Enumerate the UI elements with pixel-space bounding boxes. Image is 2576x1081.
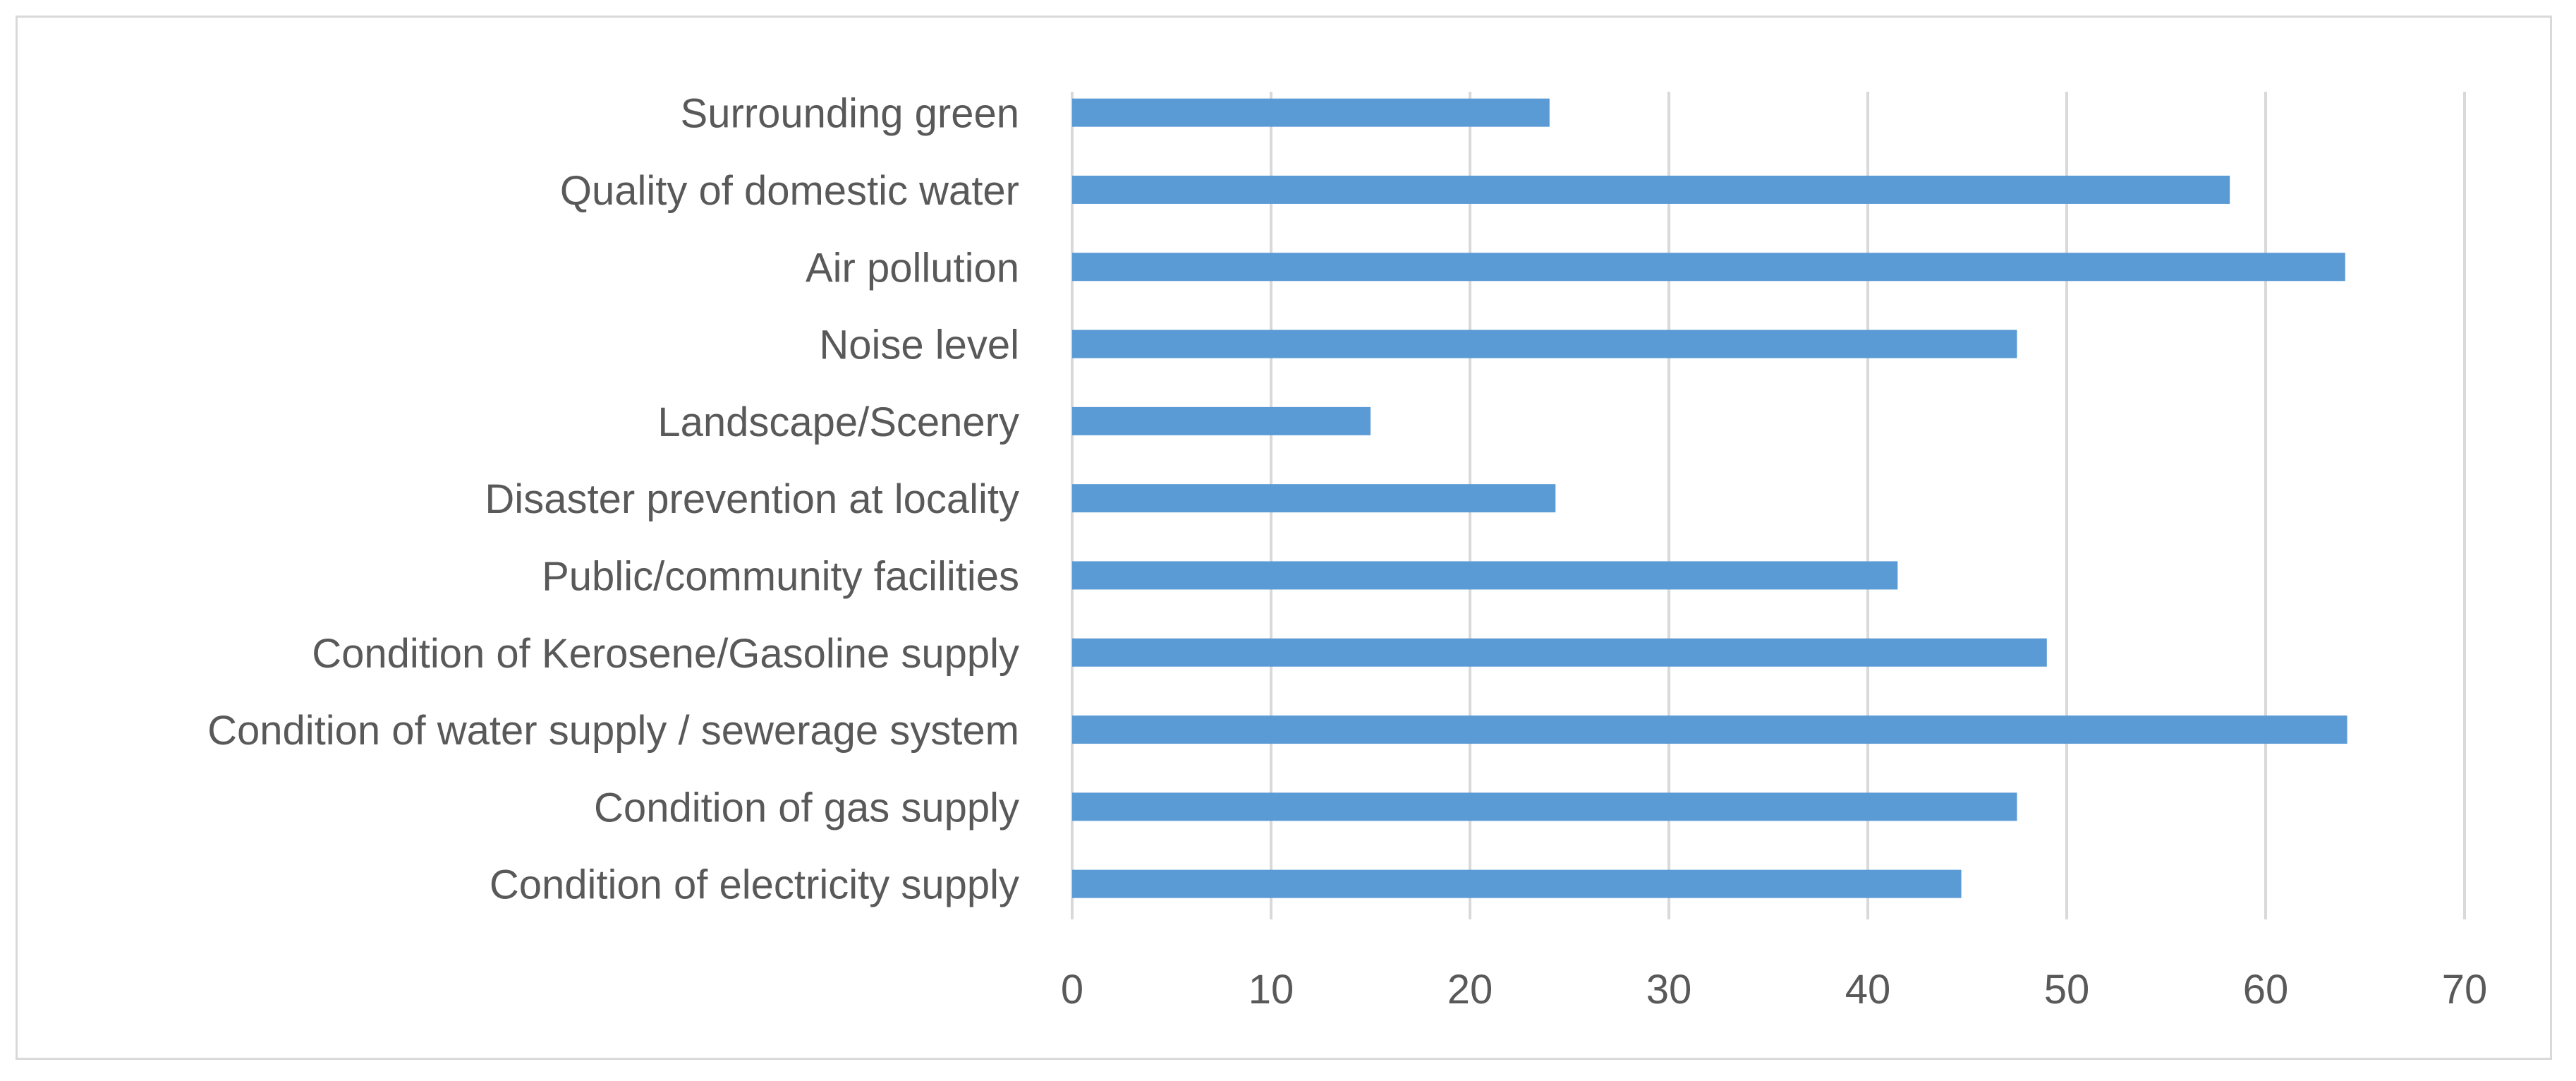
x-tick-label: 20	[1447, 967, 1493, 1013]
bar	[1072, 792, 2017, 821]
category-label: Public/community facilities	[542, 553, 1019, 599]
bar-layer	[1072, 98, 2347, 898]
category-labels: Surrounding green Quality of domestic wat…	[207, 91, 1019, 908]
x-axis-tick-labels: 0 10 20 30 40 50 60 70	[1061, 967, 2487, 1013]
bar	[1072, 330, 2017, 358]
x-tick-label: 40	[1845, 967, 1891, 1013]
bar	[1072, 406, 1371, 435]
category-label: Condition of electricity supply	[490, 862, 1019, 908]
bar	[1072, 715, 2347, 744]
x-tick-label: 0	[1061, 967, 1083, 1013]
bar	[1072, 253, 2345, 282]
bar	[1072, 561, 1898, 590]
category-label: Condition of Kerosene/Gasoline supply	[312, 631, 1019, 677]
x-tick-label: 70	[2442, 967, 2488, 1013]
category-label: Disaster prevention at locality	[485, 476, 1019, 522]
x-tick-label: 50	[2044, 967, 2090, 1013]
bar	[1072, 638, 2047, 667]
category-label: Landscape/Scenery	[657, 399, 1019, 445]
grid-layer	[1071, 92, 2466, 919]
category-label: Condition of water supply / sewerage sys…	[207, 708, 1019, 754]
x-tick-label: 10	[1248, 967, 1294, 1013]
bar	[1072, 484, 1556, 513]
bar	[1072, 98, 1550, 127]
category-label: Surrounding green	[681, 91, 1019, 137]
bar	[1072, 869, 1962, 898]
bar	[1072, 175, 2230, 204]
x-tick-label: 60	[2243, 967, 2289, 1013]
category-label: Air pollution	[806, 245, 1019, 291]
category-label: Condition of gas supply	[594, 785, 1019, 831]
category-label: Quality of domestic water	[560, 168, 1019, 214]
x-tick-label: 30	[1646, 967, 1692, 1013]
category-label: Noise level	[819, 322, 1019, 368]
